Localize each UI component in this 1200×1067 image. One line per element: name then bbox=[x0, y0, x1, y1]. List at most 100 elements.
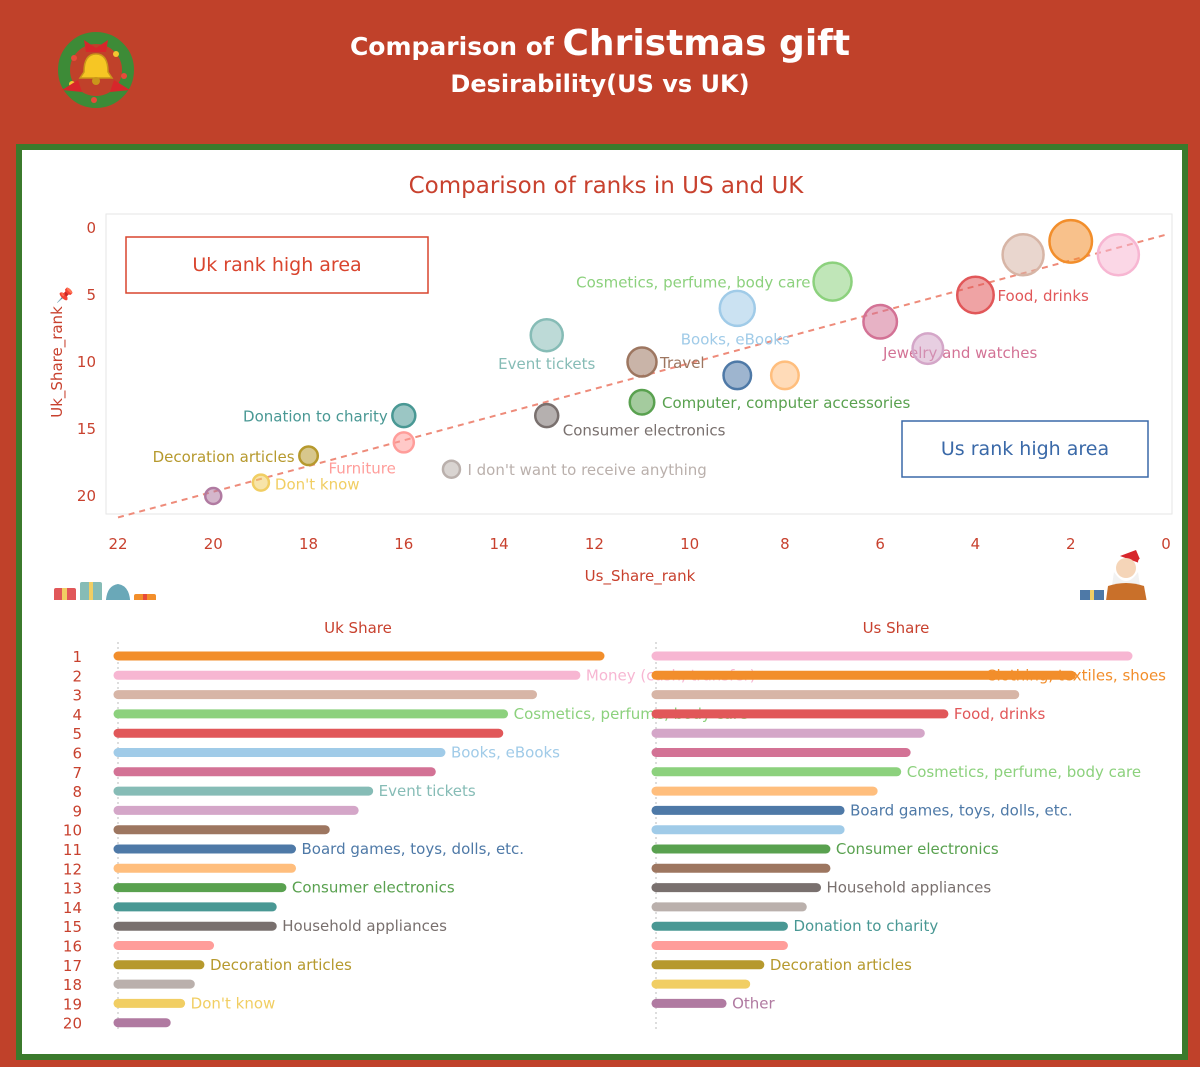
rank-label: 7 bbox=[72, 764, 82, 782]
point-label: Furniture bbox=[328, 459, 395, 477]
rank-label: 17 bbox=[63, 957, 82, 975]
scatter-point[interactable] bbox=[626, 346, 658, 378]
x-tick-label: 16 bbox=[394, 535, 413, 553]
rank-label: 2 bbox=[72, 667, 82, 685]
bar-charts: Uk Share Us Share 1234567891011121314151… bbox=[63, 619, 1166, 1033]
rank-label: 19 bbox=[63, 995, 82, 1013]
point-label: I don't want to receive anything bbox=[467, 461, 706, 479]
bar-label: Event tickets bbox=[379, 782, 476, 800]
scatter-point[interactable] bbox=[298, 445, 320, 467]
scatter-chart: Comparison of ranks in US and UK 22 20 18 1… bbox=[48, 173, 1173, 600]
rank-label: 1 bbox=[72, 648, 82, 666]
rank-label: 9 bbox=[72, 802, 82, 820]
point-label: Food, drinks bbox=[997, 287, 1089, 305]
wreath-bell-icon bbox=[58, 32, 134, 108]
rank-label: 4 bbox=[72, 706, 82, 724]
x-tick-label: 22 bbox=[108, 535, 127, 553]
x-tick-label: 18 bbox=[299, 535, 318, 553]
scatter-point[interactable] bbox=[722, 360, 753, 391]
bar-label: Cosmetics, perfume, body care bbox=[907, 763, 1141, 781]
rank-label: 16 bbox=[63, 938, 82, 956]
point-label: Jewelry and watches bbox=[882, 344, 1037, 362]
us-area-label: Us rank high area bbox=[941, 438, 1109, 460]
rank-label: 18 bbox=[63, 976, 82, 994]
scatter-point[interactable] bbox=[812, 261, 853, 302]
bar-label: Household appliances bbox=[826, 879, 991, 897]
bar-label: Donation to charity bbox=[793, 917, 938, 935]
point-label: Books, eBooks bbox=[681, 330, 790, 348]
x-tick-label: 8 bbox=[780, 535, 790, 553]
scatter-point[interactable] bbox=[955, 275, 995, 315]
point-label: Don't know bbox=[275, 476, 360, 494]
santa-icon bbox=[1080, 550, 1147, 600]
scatter-point[interactable] bbox=[911, 332, 945, 366]
rank-label: 3 bbox=[72, 687, 82, 705]
scatter-point[interactable] bbox=[533, 402, 560, 429]
y-axis-label: Uk_Share_rank bbox=[48, 306, 67, 418]
y-tick-label: 10 bbox=[77, 353, 96, 371]
scatter-point[interactable] bbox=[391, 402, 417, 429]
page-title: Comparison of Christmas gift bbox=[0, 24, 1200, 67]
us-area-box bbox=[901, 420, 1149, 478]
scatter-points: Cosmetics, perfume, body care Food, drink… bbox=[153, 218, 1141, 506]
gifts-icon bbox=[54, 582, 156, 600]
rank-label: 6 bbox=[72, 745, 82, 763]
scatter-point[interactable] bbox=[769, 360, 800, 391]
rank-label: 8 bbox=[72, 783, 82, 801]
bar-label: Decoration articles bbox=[770, 956, 912, 974]
scatter-point[interactable] bbox=[251, 473, 271, 492]
scatter-point[interactable] bbox=[1048, 218, 1094, 264]
point-label: Cosmetics, perfume, body care bbox=[576, 274, 810, 292]
x-tick-label: 4 bbox=[971, 535, 981, 553]
bar-label: Don't know bbox=[191, 994, 276, 1012]
rank-label: 13 bbox=[63, 880, 82, 898]
rank-label: 5 bbox=[72, 725, 82, 743]
rank-label: 20 bbox=[63, 1015, 82, 1033]
scatter-point[interactable] bbox=[628, 388, 656, 416]
bar-label: Food, drinks bbox=[954, 705, 1046, 723]
scatter-title: Comparison of ranks in US and UK bbox=[409, 173, 805, 199]
point-label: Event tickets bbox=[498, 355, 595, 373]
scatter-point[interactable] bbox=[718, 289, 757, 328]
uk-share-title: Uk Share bbox=[324, 619, 392, 637]
x-tick-label: 20 bbox=[204, 535, 223, 553]
uk-area-label: Uk rank high area bbox=[192, 254, 361, 276]
x-tick-label: 10 bbox=[680, 535, 699, 553]
point-label: Donation to charity bbox=[243, 408, 388, 426]
y-tick-label: 0 bbox=[86, 219, 96, 237]
rank-label: 14 bbox=[63, 899, 82, 917]
scatter-point[interactable] bbox=[204, 486, 223, 506]
point-label: Decoration articles bbox=[153, 448, 295, 466]
x-tick-label: 14 bbox=[490, 535, 509, 553]
scatter-point[interactable] bbox=[862, 303, 899, 340]
bar-label: Clothing, textiles, shoes bbox=[986, 666, 1166, 684]
bar-label: Consumer electronics bbox=[292, 879, 455, 897]
rank-label: 15 bbox=[63, 918, 82, 936]
pin-icon[interactable]: 📌 bbox=[56, 286, 74, 304]
chart-panel: Comparison of ranks in US and UK 22 20 18 1… bbox=[16, 144, 1188, 1060]
rank-label: 11 bbox=[63, 841, 82, 859]
bar-label: Board games, toys, dolls, etc. bbox=[302, 840, 525, 858]
y-tick-label: 15 bbox=[77, 420, 96, 438]
point-label: Travel bbox=[659, 354, 705, 372]
x-tick-label: 6 bbox=[875, 535, 885, 553]
bar-label: Books, eBooks bbox=[451, 744, 560, 762]
scatter-point[interactable] bbox=[392, 431, 416, 454]
x-tick-label: 2 bbox=[1066, 535, 1076, 553]
bar-label: Consumer electronics bbox=[836, 840, 999, 858]
uk-area-box bbox=[125, 236, 429, 294]
x-tick-label: 12 bbox=[585, 535, 604, 553]
scatter-point[interactable] bbox=[1096, 233, 1141, 277]
title-highlight: Christmas gift bbox=[562, 23, 851, 64]
scatter-point[interactable] bbox=[529, 317, 564, 353]
point-label: Consumer electronics bbox=[563, 422, 726, 440]
bar-label: Other bbox=[732, 994, 775, 1012]
bar-label: Decoration articles bbox=[210, 956, 352, 974]
scatter-point[interactable] bbox=[441, 459, 462, 479]
y-tick-label: 5 bbox=[86, 286, 96, 304]
scatter-point[interactable] bbox=[1001, 233, 1045, 277]
page-header: Comparison of Christmas gift Desirabilit… bbox=[0, 24, 1200, 101]
us-share-title: Us Share bbox=[863, 619, 930, 637]
rank-label: 12 bbox=[63, 860, 82, 878]
